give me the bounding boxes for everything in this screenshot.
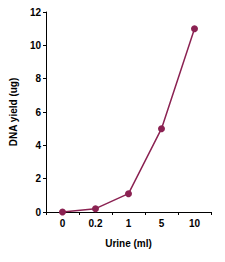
svg-text:1: 1 (126, 218, 132, 229)
svg-text:0: 0 (35, 207, 41, 218)
svg-text:6: 6 (35, 107, 41, 118)
svg-text:12: 12 (30, 7, 42, 18)
svg-text:10: 10 (189, 218, 201, 229)
svg-text:10: 10 (30, 40, 42, 51)
svg-text:5: 5 (159, 218, 165, 229)
svg-text:8: 8 (35, 73, 41, 84)
svg-text:0: 0 (60, 218, 66, 229)
svg-text:Urine (ml): Urine (ml) (105, 238, 152, 249)
svg-text:4: 4 (35, 140, 41, 151)
svg-text:2: 2 (35, 173, 41, 184)
svg-text:0.2: 0.2 (89, 218, 103, 229)
svg-text:DNA yield (ug): DNA yield (ug) (8, 78, 19, 147)
